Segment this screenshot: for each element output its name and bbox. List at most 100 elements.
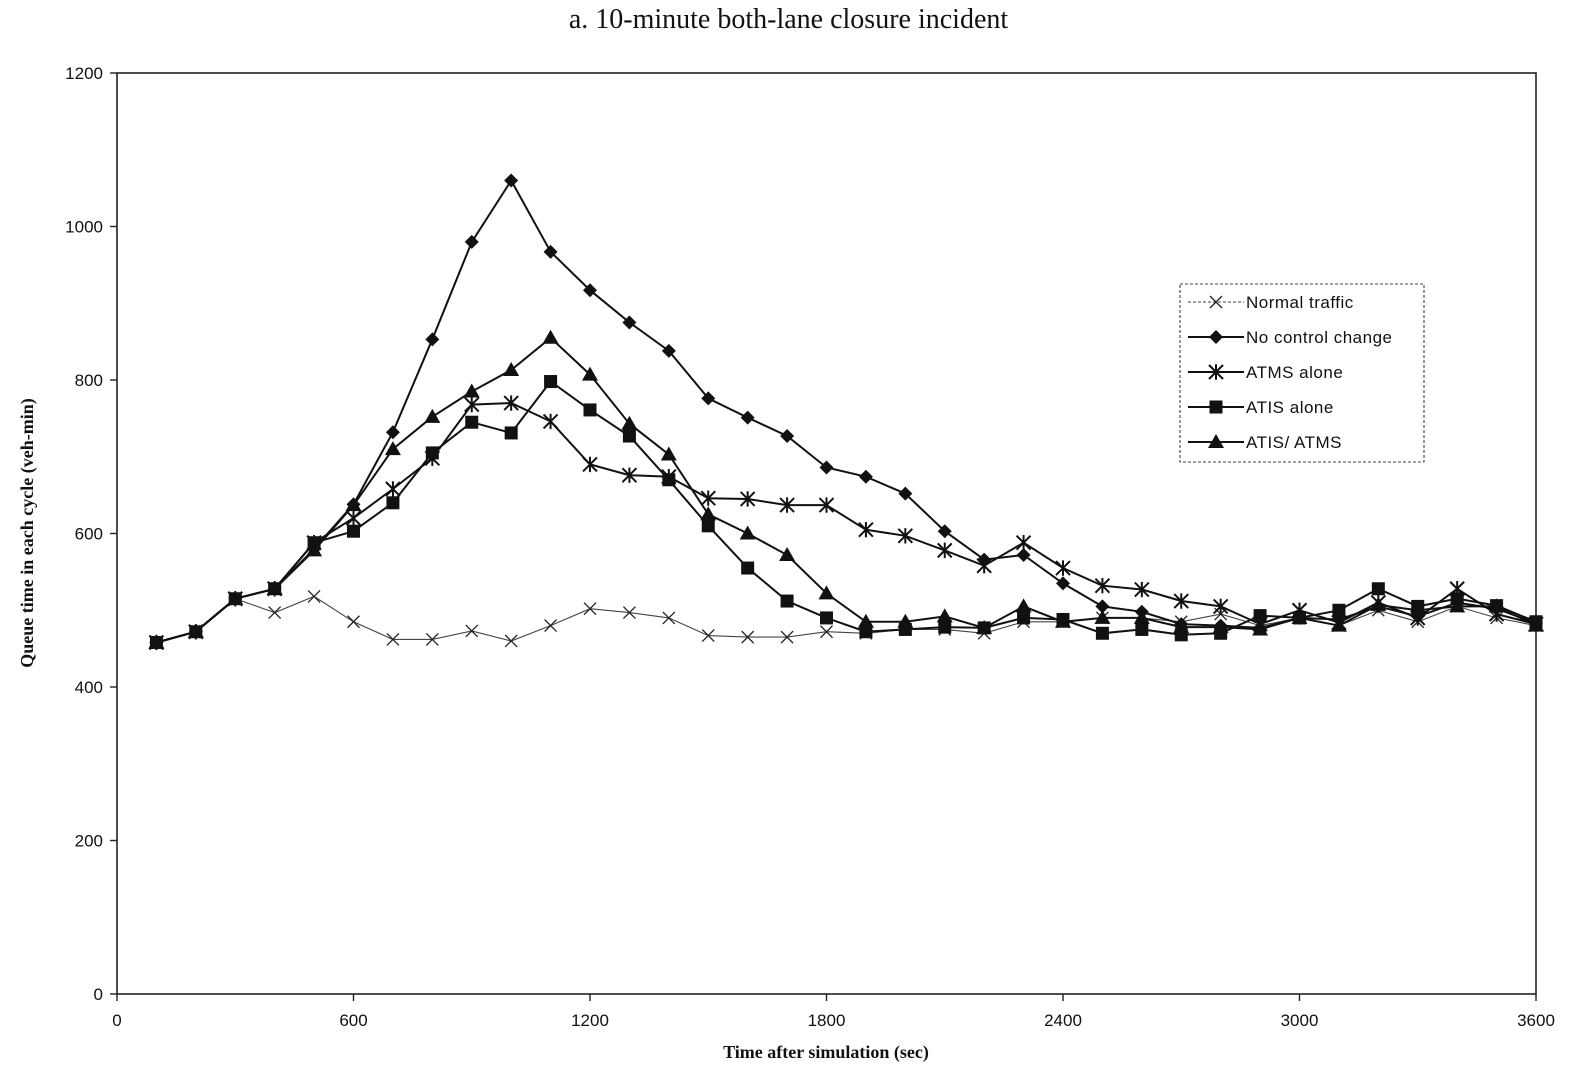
x-tick-label: 3600 — [1517, 1011, 1555, 1030]
y-tick-label: 200 — [75, 832, 103, 851]
data-point — [820, 625, 833, 639]
data-point — [621, 467, 638, 483]
data-point — [976, 619, 993, 634]
data-point — [937, 542, 953, 559]
data-point — [780, 594, 794, 608]
legend-item: ATIS/ ATMS — [1188, 433, 1342, 452]
data-point — [504, 426, 518, 440]
data-point — [504, 173, 519, 188]
legend-label: ATIS/ ATMS — [1246, 433, 1342, 452]
chart-title: a. 10-minute both-lane closure incident — [568, 4, 1009, 35]
y-tick-label: 400 — [75, 678, 103, 697]
legend-label: ATMS alone — [1246, 363, 1343, 382]
data-point — [938, 620, 952, 634]
legend-item: ATIS alone — [1188, 398, 1334, 417]
y-tick-label: 800 — [75, 371, 103, 390]
x-tick-label: 2400 — [1044, 1011, 1082, 1030]
y-tick-label: 1000 — [65, 218, 103, 237]
y-tick-label: 0 — [94, 985, 103, 1004]
data-point — [542, 329, 559, 344]
data-point — [701, 391, 716, 406]
data-point — [1016, 547, 1031, 562]
data-point — [425, 332, 440, 347]
data-point — [858, 521, 874, 538]
data-point — [1212, 598, 1229, 615]
data-point — [1330, 617, 1347, 632]
data-point — [660, 446, 677, 461]
data-point — [542, 413, 559, 430]
x-tick-label: 1800 — [808, 1011, 846, 1030]
data-point — [1173, 619, 1190, 634]
data-point — [819, 460, 834, 475]
series-line — [156, 401, 1537, 644]
data-point — [1017, 611, 1031, 625]
data-point — [582, 366, 598, 381]
series-line — [156, 336, 1537, 644]
legend-swatch-marker — [1209, 330, 1223, 344]
data-point — [779, 546, 796, 561]
data-point — [1055, 613, 1071, 628]
series-layer — [148, 173, 1544, 651]
data-point — [345, 510, 362, 526]
data-point — [621, 415, 638, 430]
data-point — [779, 497, 795, 513]
data-point — [1094, 609, 1111, 624]
data-point — [1212, 619, 1229, 634]
data-point — [739, 525, 756, 540]
data-point — [306, 542, 323, 557]
data-point — [464, 396, 480, 413]
data-point — [504, 634, 518, 648]
data-point — [1095, 599, 1110, 614]
legend-label: No control change — [1246, 328, 1392, 347]
data-point — [1094, 577, 1111, 594]
data-point — [740, 410, 755, 425]
data-point — [622, 606, 636, 620]
legend: Normal traffic No control change ATMS alon… — [1179, 283, 1425, 463]
legend-label: ATIS alone — [1246, 398, 1334, 417]
data-point — [1055, 560, 1071, 576]
data-point — [463, 383, 480, 398]
series-atis-atms — [148, 329, 1544, 649]
data-point — [662, 473, 676, 487]
data-point — [661, 343, 676, 358]
data-point — [622, 429, 636, 443]
data-point — [268, 606, 282, 620]
data-point — [1015, 535, 1032, 551]
data-point — [741, 561, 755, 575]
legend-item: Normal traffic — [1188, 293, 1354, 312]
data-point — [465, 415, 479, 429]
data-point — [1449, 598, 1466, 613]
legend-swatch-marker — [1209, 400, 1223, 414]
data-point — [425, 632, 439, 646]
data-point — [227, 590, 244, 605]
data-point — [818, 585, 835, 600]
data-point — [857, 613, 874, 628]
data-point — [937, 524, 952, 539]
data-point — [780, 429, 795, 444]
data-point — [1252, 621, 1269, 636]
data-point — [820, 611, 833, 625]
x-tick-label: 600 — [339, 1011, 367, 1030]
legend-label: Normal traffic — [1246, 293, 1354, 312]
legend-item: No control change — [1188, 328, 1392, 347]
x-tick-label: 0 — [112, 1011, 121, 1030]
data-point — [1409, 602, 1426, 617]
data-point — [780, 630, 794, 644]
data-point — [818, 497, 835, 513]
data-point — [1015, 598, 1032, 613]
data-point — [582, 456, 598, 473]
data-point — [739, 491, 756, 507]
data-point — [503, 395, 519, 411]
data-point — [1133, 609, 1150, 624]
legend-swatch-marker — [1209, 295, 1223, 309]
data-point — [148, 634, 165, 649]
data-point — [544, 619, 558, 633]
data-point — [700, 490, 716, 506]
data-point — [347, 524, 360, 538]
data-point — [1332, 603, 1346, 617]
data-point — [858, 469, 873, 484]
data-point — [503, 362, 520, 377]
data-point — [1488, 598, 1505, 613]
data-point — [1173, 593, 1189, 609]
